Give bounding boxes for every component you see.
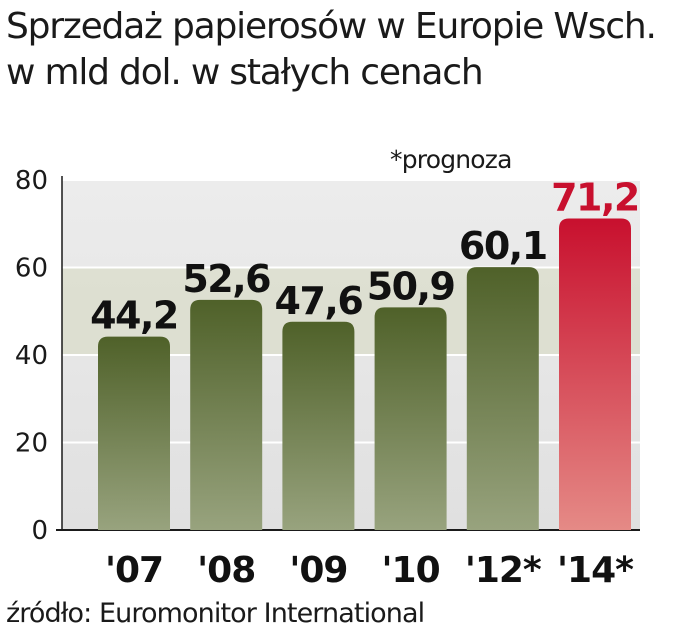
y-tick-label-80: 80 <box>15 166 48 196</box>
bar-3 <box>374 307 447 530</box>
bar-4 <box>466 267 539 530</box>
x-tick-label-0: '07 <box>105 550 163 591</box>
bar-2 <box>282 321 355 530</box>
value-labels: 44,252,6 47,6 50,960,171,2 <box>90 176 640 338</box>
bar-1 <box>190 299 263 530</box>
value-label-4: 60,1 <box>459 224 547 268</box>
bars <box>98 218 631 530</box>
x-tick-label-1: '08 <box>197 550 255 591</box>
forecast-note: *prognoza <box>390 145 512 174</box>
value-label-1: 52,6 <box>182 257 270 301</box>
value-label-0: 44,2 <box>90 294 178 338</box>
chart-title-line-2: w mld dol. w stałych cenach <box>6 52 484 93</box>
value-label-3: 50,9 <box>367 264 455 308</box>
x-tick-label-4: '12* <box>465 550 542 591</box>
x-axis: '07 '08 '09 '10 '12* '14* <box>105 550 635 591</box>
y-tick-label-0: 0 <box>31 516 48 546</box>
x-tick-label-2: '09 <box>289 550 347 591</box>
value-label-5: 71,2 <box>551 176 639 220</box>
x-tick-label-3: '10 <box>382 550 440 591</box>
y-axis: 0 20 40 60 80 <box>15 166 640 546</box>
chart-title-line-1: Sprzedaż papierosów w Europie Wsch. <box>6 6 657 47</box>
value-label-2: 47,6 <box>275 279 363 323</box>
y-tick-label-60: 60 <box>15 254 48 284</box>
bar-5 <box>559 218 631 530</box>
y-tick-label-20: 20 <box>15 429 48 459</box>
x-tick-label-5: '14* <box>557 550 634 591</box>
bar-0 <box>98 336 170 530</box>
chart-title: Sprzedaż papierosów w Europie Wsch. w ml… <box>6 4 671 96</box>
source-note: źródło: Euromonitor International <box>6 598 425 629</box>
y-tick-label-40: 40 <box>15 341 48 371</box>
